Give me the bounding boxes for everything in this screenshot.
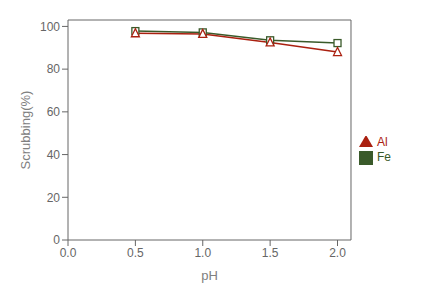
svg-text:0.0: 0.0 <box>60 246 77 260</box>
svg-text:1.5: 1.5 <box>262 246 279 260</box>
svg-text:20: 20 <box>47 191 61 205</box>
svg-text:40: 40 <box>47 148 61 162</box>
html-text:Fe: Fe <box>377 150 391 164</box>
svg-text:1.0: 1.0 <box>194 246 211 260</box>
svg-text:60: 60 <box>47 105 61 119</box>
svg-text:2.0: 2.0 <box>329 246 346 260</box>
svg-text:100: 100 <box>40 20 60 34</box>
svg-text:Scrubbing(%): Scrubbing(%) <box>18 91 33 170</box>
svg-text:0.5: 0.5 <box>127 246 144 260</box>
svg-text:pH: pH <box>201 268 218 283</box>
svg-text:0: 0 <box>53 233 60 247</box>
html-text:Al: Al <box>377 135 388 150</box>
svg-text:80: 80 <box>47 62 61 76</box>
